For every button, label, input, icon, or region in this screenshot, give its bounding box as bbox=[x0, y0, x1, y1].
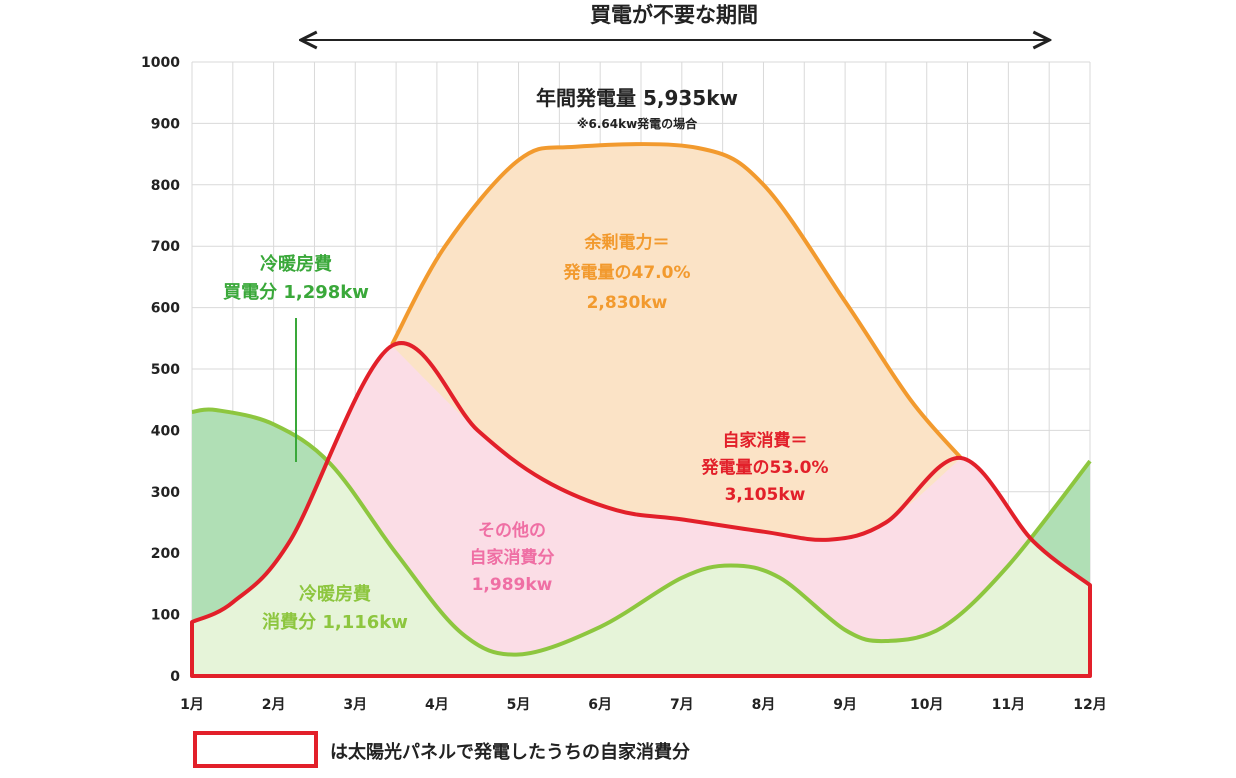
surplus-annotation: 2,830kw bbox=[587, 293, 668, 313]
hvac-consumption-annotation: 冷暖房費 bbox=[299, 583, 371, 605]
hvac-purchase-annotation: 冷暖房費 bbox=[260, 253, 332, 275]
x-tick-label: 10月 bbox=[910, 697, 943, 713]
y-tick-label: 400 bbox=[151, 423, 180, 439]
y-tick-label: 900 bbox=[151, 116, 180, 132]
self-consumption-annotation: 発電量の53.0% bbox=[701, 457, 829, 478]
x-tick-label: 5月 bbox=[507, 697, 531, 713]
x-tick-label: 2月 bbox=[262, 697, 286, 713]
y-tick-label: 1000 bbox=[141, 55, 180, 71]
y-tick-label: 200 bbox=[151, 546, 180, 562]
x-tick-label: 3月 bbox=[343, 697, 367, 713]
surplus-annotation: 余剰電力＝ bbox=[584, 232, 670, 253]
y-tick-label: 800 bbox=[151, 178, 180, 194]
purchase-free-period-label: 買電が不要な期間 bbox=[590, 3, 758, 27]
x-tick-label: 4月 bbox=[425, 697, 449, 713]
hvac-consumption-annotation: 消費分 1,116kw bbox=[262, 611, 408, 633]
legend-label: は太陽光パネルで発電したうちの自家消費分 bbox=[330, 741, 690, 763]
y-tick-label: 100 bbox=[151, 608, 180, 624]
x-tick-label: 1月 bbox=[180, 697, 204, 713]
generation-line bbox=[390, 142, 963, 460]
self-consumption-line bbox=[190, 341, 1092, 678]
y-tick-label: 0 bbox=[170, 669, 180, 685]
other-self-consumption-annotation: その他の bbox=[478, 520, 546, 541]
surplus-annotation: 発電量の47.0% bbox=[563, 262, 691, 283]
x-tick-label: 6月 bbox=[588, 697, 612, 713]
legend-swatch bbox=[193, 731, 318, 768]
surplus-area bbox=[392, 144, 961, 540]
y-tick-label: 300 bbox=[151, 485, 180, 501]
annual-generation-note: ※6.64kw発電の場合 bbox=[577, 116, 698, 131]
x-tick-label: 11月 bbox=[992, 697, 1025, 713]
hvac-purchase-annotation: 買電分 1,298kw bbox=[223, 282, 369, 303]
annual-generation-title: 年間発電量 5,935kw bbox=[536, 86, 738, 110]
y-tick-label: 600 bbox=[151, 301, 180, 317]
self-consumption-annotation: 自家消費＝ bbox=[723, 430, 808, 451]
other-self-consumption-annotation: 1,989kw bbox=[472, 575, 553, 595]
x-tick-label: 7月 bbox=[670, 697, 694, 713]
x-tick-label: 8月 bbox=[752, 697, 776, 713]
hvac-consumption-area bbox=[192, 409, 1090, 676]
x-tick-label: 12月 bbox=[1073, 697, 1106, 713]
self-consumption-annotation: 3,105kw bbox=[725, 485, 806, 505]
hvac-line bbox=[191, 407, 1092, 657]
y-tick-label: 500 bbox=[151, 362, 180, 378]
y-tick-label: 700 bbox=[151, 239, 180, 255]
x-tick-label: 9月 bbox=[833, 697, 857, 713]
other-self-consumption-annotation: 自家消費分 bbox=[470, 547, 555, 568]
